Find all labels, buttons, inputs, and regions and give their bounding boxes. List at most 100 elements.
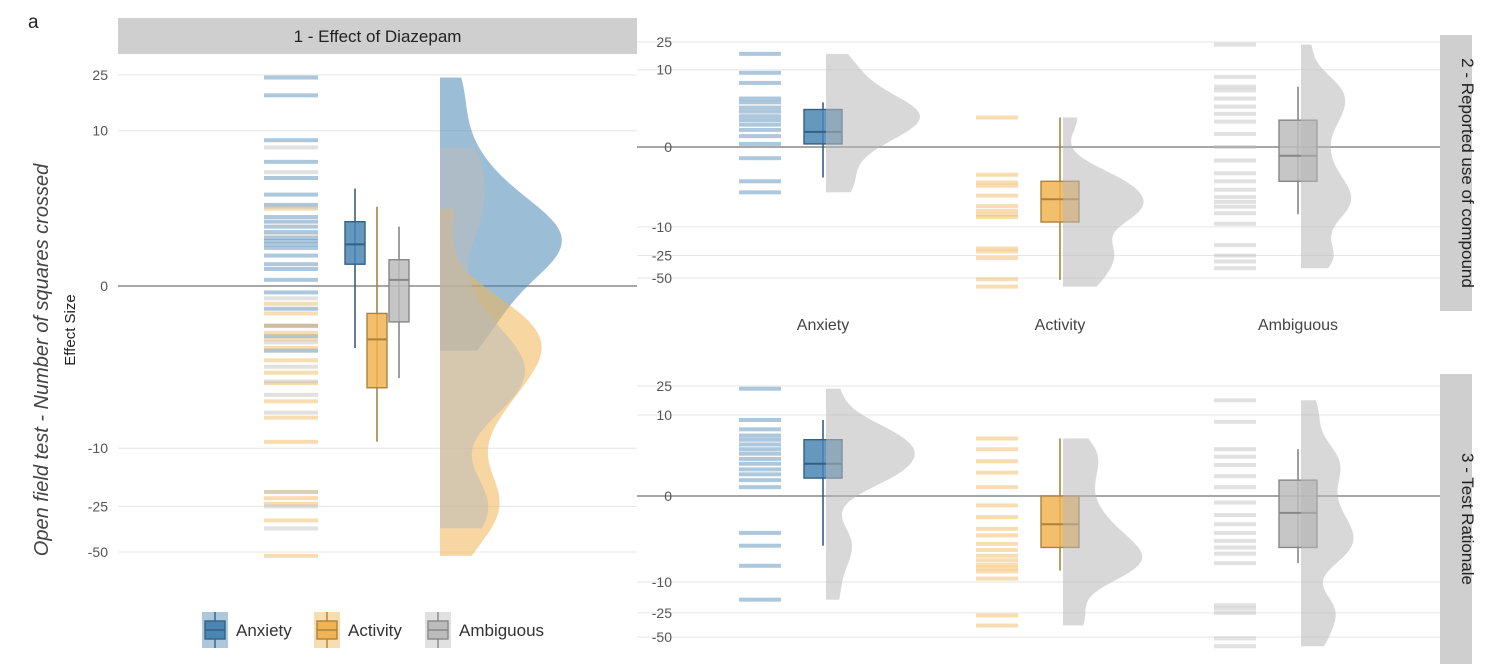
rug-point-anxiety <box>264 175 318 180</box>
rug-point-ambiguous <box>264 392 318 397</box>
density-ambiguous <box>1301 44 1352 269</box>
rug-point-ambiguous <box>1214 644 1256 649</box>
rug-point-ambiguous <box>1214 447 1256 452</box>
rug-point-ambiguous <box>1214 513 1256 518</box>
rug-point-anxiety <box>739 485 781 490</box>
rug-point-ambiguous <box>264 348 318 353</box>
rug-point-activity <box>976 246 1018 251</box>
density-ambiguous <box>440 147 525 529</box>
box-anxiety <box>344 220 366 265</box>
rug-point-activity <box>976 470 1018 475</box>
rug-point-ambiguous <box>1214 500 1256 505</box>
y-tick-label-p3: -50 <box>652 629 672 645</box>
rug-point-ambiguous <box>1214 96 1256 101</box>
rug-point-ambiguous <box>1214 530 1256 535</box>
rug-point-ambiguous <box>1214 199 1256 204</box>
rug-point-anxiety <box>739 543 781 548</box>
rug-point-ambiguous <box>1214 610 1256 615</box>
rug-point-activity <box>264 415 318 420</box>
box-activity <box>366 312 388 389</box>
density-activity <box>1063 117 1144 287</box>
rug-point-ambiguous <box>264 340 318 345</box>
y-tick-label-p2: -10 <box>652 219 672 235</box>
rug-point-activity <box>976 569 1018 574</box>
y-tick-label-p3: 25 <box>656 378 672 394</box>
rug-point-activity <box>976 566 1018 571</box>
x-category-label-activity: Activity <box>1035 317 1086 334</box>
x-category-label-anxiety: Anxiety <box>797 317 849 334</box>
rug-point-anxiety <box>739 456 781 461</box>
rug-point-ambiguous <box>1214 636 1256 641</box>
x-category-label-ambiguous: Ambiguous <box>1258 317 1338 334</box>
rug-point-anxiety <box>264 192 318 197</box>
rug-point-anxiety <box>264 230 318 235</box>
rug-point-anxiety <box>264 235 318 240</box>
rug-point-activity <box>976 526 1018 531</box>
legend-label-anxiety: Anxiety <box>236 621 292 640</box>
rug-point-activity <box>976 576 1018 581</box>
rug-point-anxiety <box>739 563 781 568</box>
y-title-italic: Open field test - Number of squares cros… <box>31 163 53 556</box>
rug-point-activity <box>976 215 1018 220</box>
y-tick-label-p1: -25 <box>88 498 108 514</box>
rug-point-activity <box>976 558 1018 563</box>
y-tick-label-p2: 25 <box>656 34 672 50</box>
y-tick-label-p2: 10 <box>656 62 672 78</box>
rug-point-activity <box>976 193 1018 198</box>
y-tick-label-p3: 0 <box>664 488 672 504</box>
rug-point-anxiety <box>739 597 781 602</box>
rug-point-anxiety <box>739 141 781 146</box>
rug-point-anxiety <box>739 80 781 85</box>
rug-point-activity <box>264 489 318 494</box>
rug-point-ambiguous <box>1214 187 1256 192</box>
rug-point-ambiguous <box>1214 243 1256 248</box>
rug-point-activity <box>264 381 318 386</box>
rug-point-anxiety <box>264 93 318 98</box>
rug-point-ambiguous <box>1214 145 1256 149</box>
rug-point-activity <box>976 180 1018 185</box>
rug-point-activity <box>264 337 318 342</box>
rug-point-ambiguous <box>1214 266 1256 271</box>
rug-point-anxiety <box>264 159 318 164</box>
rug-point-activity <box>976 183 1018 188</box>
rug-point-ambiguous <box>264 379 318 384</box>
rug-point-ambiguous <box>264 364 318 369</box>
rug-point-activity <box>264 330 318 335</box>
rug-point-activity <box>976 212 1018 217</box>
rug-point-anxiety <box>264 323 318 328</box>
y-tick-label-p1: -50 <box>88 544 108 560</box>
rug-point-anxiety <box>264 239 318 244</box>
density-anxiety <box>826 388 915 600</box>
rug-point-activity <box>264 301 318 306</box>
rug-point-anxiety <box>739 417 781 422</box>
rug-point-anxiety <box>739 118 781 123</box>
rug-point-anxiety <box>739 451 781 456</box>
rug-point-anxiety <box>264 224 318 229</box>
y-tick-label-p1: 10 <box>92 123 108 139</box>
rug-point-anxiety <box>739 442 781 447</box>
rug-point-ambiguous <box>1214 111 1256 116</box>
rug-point-ambiguous <box>1214 204 1256 209</box>
density-anxiety <box>826 53 920 193</box>
y-tick-label-p1: 0 <box>100 278 108 294</box>
rug-point-anxiety <box>739 467 781 472</box>
rug-point-activity <box>264 439 318 444</box>
rug-point-anxiety <box>739 530 781 535</box>
y-tick-label-p1: -10 <box>88 440 108 456</box>
strip-label-p1: 1 - Effect of Diazepam <box>294 27 462 46</box>
legend-label-ambiguous: Ambiguous <box>459 621 544 640</box>
rug-point-anxiety <box>739 100 781 105</box>
rug-point-anxiety <box>739 437 781 442</box>
rug-point-anxiety <box>739 433 781 438</box>
rug-point-anxiety <box>264 334 318 339</box>
y-tick-label-p3: -10 <box>652 574 672 590</box>
rug-point-ambiguous <box>1214 131 1256 136</box>
rug-point-anxiety <box>264 215 318 220</box>
rug-point-activity <box>976 277 1018 282</box>
rug-point-activity <box>976 208 1018 213</box>
y-tick-label-p2: 0 <box>664 139 672 155</box>
y-tick-label-p3: 10 <box>656 407 672 423</box>
rug-point-anxiety <box>739 114 781 119</box>
rug-point-activity <box>976 547 1018 552</box>
rug-point-activity <box>976 533 1018 538</box>
